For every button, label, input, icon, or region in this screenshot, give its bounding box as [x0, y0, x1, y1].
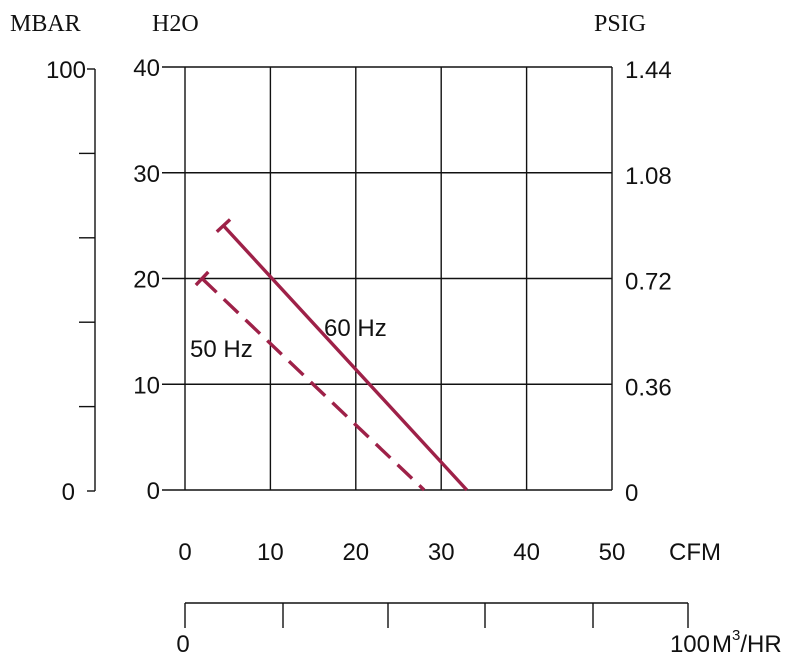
mbar-unit-label: MBAR	[10, 11, 81, 37]
series-end-cap	[215, 218, 232, 233]
m3hr-superscript: 3	[732, 627, 740, 644]
m3hr-suffix: /HR	[740, 631, 781, 658]
y-tick-label: 10	[133, 372, 160, 399]
x-tick-label: 10	[257, 539, 284, 566]
x-tick-label: 0	[178, 539, 191, 566]
y-right-tick-label: 0	[625, 480, 638, 507]
x-tick-label: 30	[428, 539, 455, 566]
m3hr-unit-label: M3/HR	[712, 627, 782, 658]
y-tick-label: 0	[147, 478, 160, 505]
series-end-cap	[194, 270, 210, 287]
series-lines	[194, 218, 469, 492]
mbar-tick-label-top: 100	[46, 57, 86, 84]
mbar-scale: 100 0	[46, 57, 96, 506]
x-tick-label: 40	[513, 539, 540, 566]
series-line-50-hz	[200, 277, 426, 492]
h2o-unit-label: H2O	[152, 11, 199, 37]
x-tick-label: 20	[342, 539, 369, 566]
psig-tick-labels: 0 0.36 0.72 1.08 1.44	[625, 57, 672, 507]
series-label-60hz: 60 Hz	[324, 315, 387, 342]
y-right-tick-label: 0.36	[625, 374, 672, 401]
cfm-tick-labels: 0 10 20 30 40 50	[178, 539, 625, 566]
y-right-tick-label: 1.44	[625, 57, 672, 84]
m3hr-tick-label-end: 100	[670, 631, 710, 658]
m3hr-tick-label-start: 0	[176, 631, 189, 658]
y-tick-label: 20	[133, 267, 160, 294]
series-label-50hz: 50 Hz	[190, 336, 253, 363]
y-tick-label: 40	[133, 55, 160, 82]
x-tick-label: 50	[599, 539, 626, 566]
y-tick-label: 30	[133, 161, 160, 188]
series-line-60-hz	[222, 224, 469, 492]
m3hr-scale: 0 100	[176, 602, 710, 658]
y-right-tick-label: 0.72	[625, 269, 672, 296]
mbar-tick-label-bottom: 0	[62, 479, 75, 506]
psig-unit-label: PSIG	[594, 11, 646, 37]
grid	[162, 66, 613, 491]
cfm-unit-label: CFM	[669, 539, 721, 566]
m3hr-prefix: M	[712, 631, 732, 658]
h2o-tick-labels: 0 10 20 30 40	[133, 55, 160, 505]
series-labels: 60 Hz 50 Hz	[190, 315, 387, 363]
y-right-tick-label: 1.08	[625, 163, 672, 190]
